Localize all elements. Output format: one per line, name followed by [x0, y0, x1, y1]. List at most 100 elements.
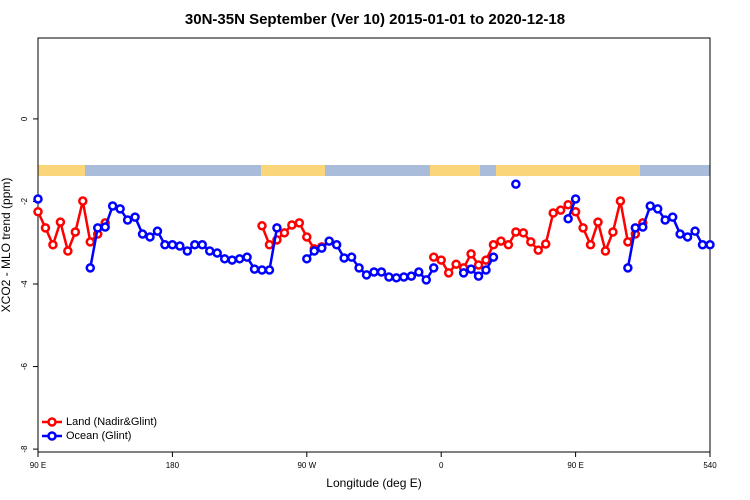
point: [145, 232, 155, 242]
point: [204, 246, 215, 256]
point: [384, 272, 394, 282]
point: [324, 236, 334, 246]
chart-title: 30N-35N September (Ver 10) 2015-01-01 to…: [185, 11, 565, 28]
point: [85, 237, 96, 247]
point: [428, 252, 439, 262]
point: [436, 255, 446, 265]
point: [264, 265, 275, 275]
point: [481, 265, 491, 275]
point: [652, 204, 663, 214]
point: [107, 201, 118, 211]
point: [219, 254, 230, 264]
point: [242, 252, 252, 262]
point: [451, 259, 461, 269]
legend-marker: [47, 417, 57, 427]
point: [630, 223, 641, 233]
ocean-band: [38, 165, 710, 176]
y-tick-label: -6: [20, 362, 29, 370]
point: [697, 240, 708, 250]
point: [302, 254, 312, 264]
point: [182, 246, 193, 256]
point: [190, 240, 200, 250]
point: [593, 217, 603, 227]
point: [316, 243, 327, 253]
x-axis-label: Longitude (deg E): [326, 476, 421, 490]
point: [638, 222, 648, 232]
plot-frame: [37, 37, 711, 453]
point: [100, 222, 110, 232]
point: [660, 215, 670, 225]
point: [458, 268, 469, 278]
point: [115, 204, 125, 214]
point: [346, 252, 357, 262]
point: [391, 273, 402, 283]
point: [540, 239, 551, 249]
point: [585, 240, 596, 250]
point: [466, 249, 476, 259]
point: [414, 267, 424, 277]
point: [526, 237, 536, 247]
point: [302, 232, 312, 242]
point: [600, 246, 611, 256]
point: [667, 212, 678, 222]
y-tick-label: -8: [20, 445, 29, 453]
x-tick-label: 180: [166, 461, 180, 470]
point: [473, 260, 484, 270]
point: [376, 267, 387, 277]
land-mask-strip: [38, 165, 710, 176]
point: [369, 267, 379, 277]
land-band: [38, 165, 85, 176]
point: [227, 255, 237, 265]
point: [272, 223, 282, 233]
y-tick-label: -2: [20, 197, 29, 205]
point: [249, 264, 260, 274]
point: [33, 207, 43, 217]
point: [623, 263, 633, 273]
point: [70, 227, 81, 237]
y-axis-label: XCO2 - MLO trend (ppm): [0, 178, 13, 313]
x-tick-label: 90 W: [297, 461, 316, 470]
point: [287, 220, 297, 230]
y-tick-label: -4: [20, 280, 29, 288]
point: [608, 227, 618, 237]
point: [197, 240, 208, 250]
point: [257, 265, 267, 275]
point: [570, 207, 581, 217]
legend-label: Land (Nadir&Glint): [66, 416, 157, 428]
point: [122, 215, 133, 225]
point: [361, 270, 372, 280]
point: [675, 229, 685, 239]
point: [354, 263, 364, 273]
point: [615, 196, 626, 206]
point: [264, 240, 275, 250]
point: [137, 229, 148, 239]
point: [33, 194, 43, 204]
legend-marker: [47, 431, 57, 441]
point: [63, 246, 73, 256]
point: [175, 241, 185, 251]
point: [399, 272, 409, 282]
point: [279, 228, 290, 238]
point: [160, 240, 170, 250]
point: [428, 263, 439, 273]
point: [555, 205, 566, 215]
point: [339, 253, 349, 263]
x-tick-label: 540: [703, 461, 717, 470]
point: [563, 214, 573, 224]
point: [578, 223, 588, 233]
point: [488, 252, 499, 262]
legend-label: Ocean (Glint): [66, 430, 131, 442]
point: [518, 228, 529, 238]
point: [511, 179, 521, 189]
point: [443, 268, 454, 278]
point: [473, 271, 484, 281]
point: [40, 223, 51, 233]
point: [548, 208, 558, 218]
point: [503, 240, 514, 250]
land-band: [430, 165, 480, 176]
point: [212, 248, 222, 258]
point: [331, 240, 342, 250]
point: [78, 196, 88, 206]
